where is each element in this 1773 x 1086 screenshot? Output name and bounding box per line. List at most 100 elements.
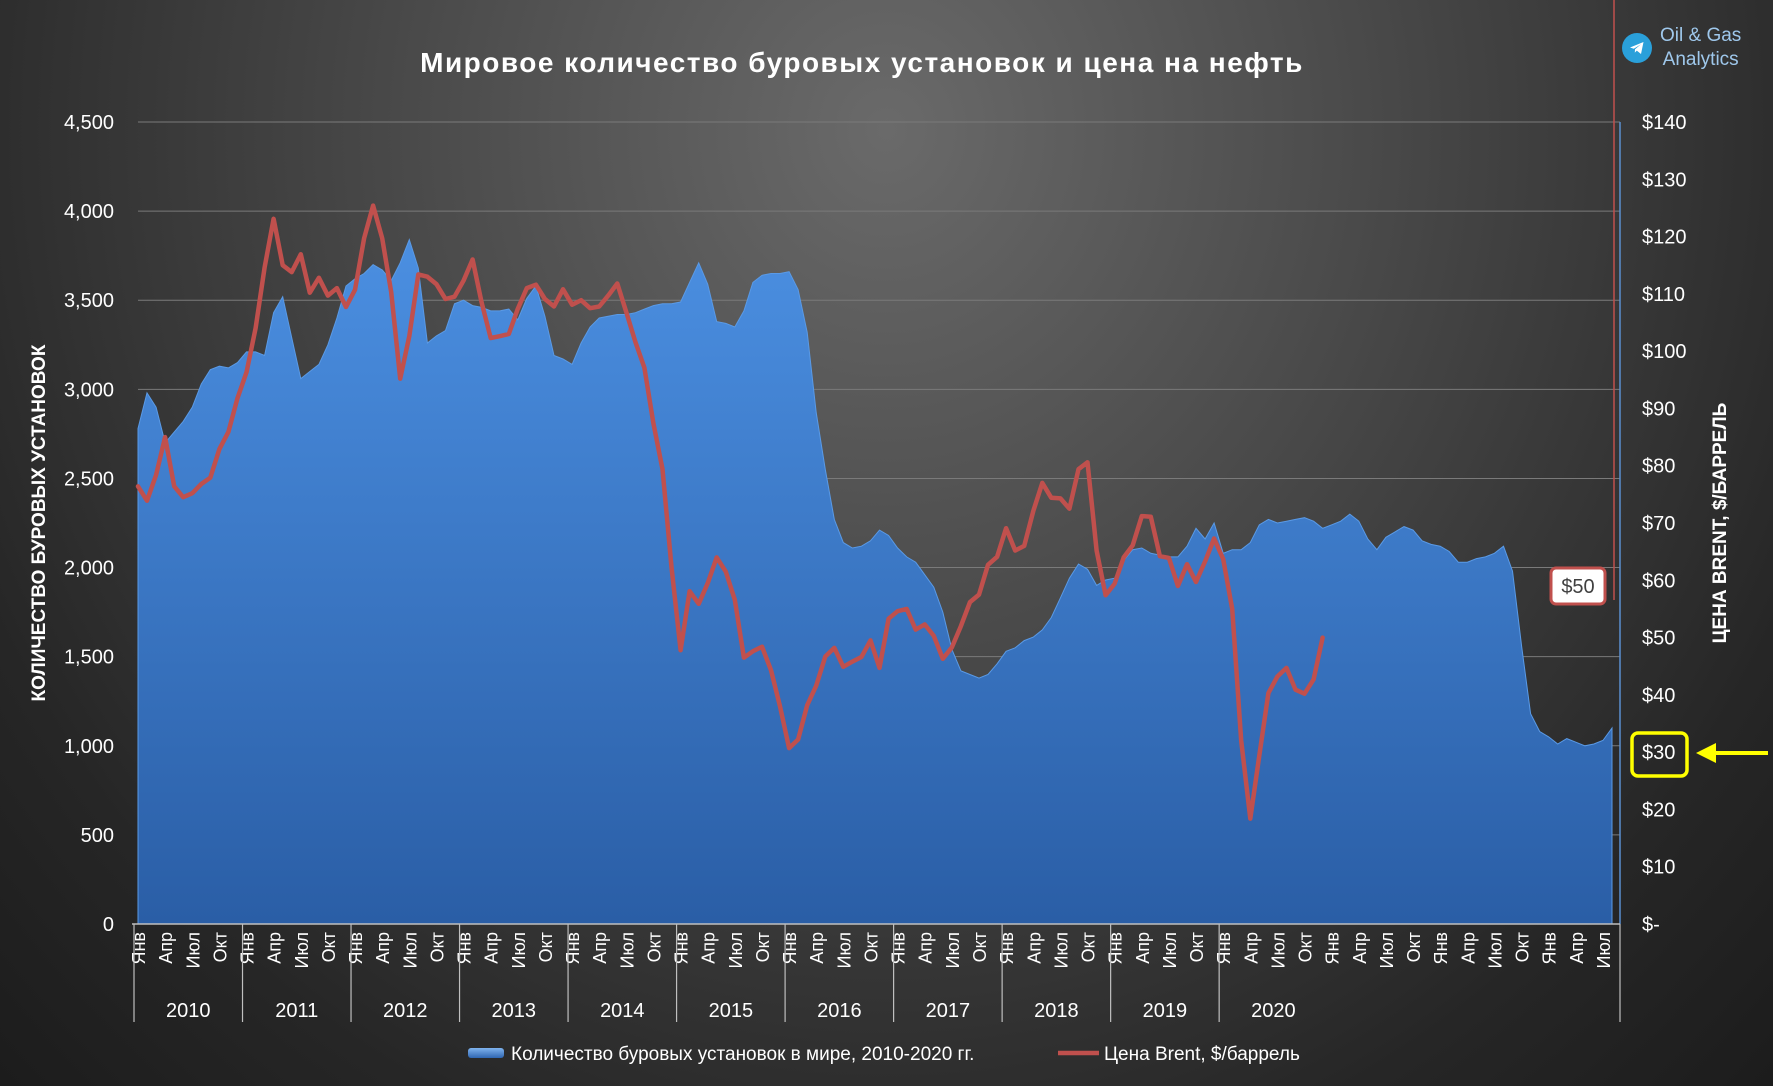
y-left-tick-label: 2,000 [64,558,114,580]
month-tick-label: Апр [156,932,176,964]
month-tick-label: Янв [780,932,800,965]
brand-name: Oil & Gas Analytics [1660,24,1741,72]
y-right-tick-label: $110 [1642,284,1685,306]
year-label: 2010 [166,1000,211,1022]
month-tick-label: Окт [536,932,556,962]
month-tick-label: Апр [1241,932,1261,964]
y-right-tick-label: $130 [1642,169,1687,191]
month-tick-label: Апр [590,932,610,964]
year-label: 2019 [1143,1000,1188,1022]
year-label: 2016 [817,1000,862,1022]
highlight-arrow-head [1696,743,1716,763]
year-label: 2011 [275,1000,318,1022]
y-left-axis-title: КОЛИЧЕСТВО БУРОВЫХ УСТАНОВОК [29,344,50,701]
month-tick-label: Апр [1133,932,1153,964]
month-tick-label: Окт [753,932,773,962]
month-tick-label: Окт [319,932,339,962]
month-tick-label: Июл [1377,932,1397,969]
month-tick-label: Июл [1051,932,1071,969]
month-tick-label: Июл [726,932,746,969]
month-tick-label: Янв [238,932,258,965]
month-tick-label: Апр [807,932,827,964]
month-tick-label: Апр [1567,932,1587,964]
y-right-tick-label: $120 [1642,227,1687,249]
month-tick-label: Янв [1431,932,1451,965]
year-label: 2020 [1251,1000,1296,1022]
month-tick-label: Янв [672,932,692,965]
month-tick-label: Окт [1513,932,1533,962]
y-right-tick-label: $50 [1642,628,1675,650]
y-right-tick-label: $140 [1642,112,1687,134]
month-tick-label: Июл [292,932,312,969]
month-tick-label: Янв [997,932,1017,965]
annotations: $50 [1549,0,1768,778]
month-tick-label: Апр [916,932,936,964]
year-label: 2015 [709,1000,754,1022]
month-tick-label: Окт [862,932,882,962]
month-tick-label: Янв [889,932,909,965]
month-tick-label: Окт [1404,932,1424,962]
month-tick-label: Июл [1160,932,1180,969]
telegram-icon [1622,33,1652,63]
legend-label-rigs: Количество буровых установок в мире, 201… [511,1044,974,1065]
month-tick-label: Окт [644,932,664,962]
callout-box [1549,566,1607,606]
month-tick-label: Янв [346,932,366,965]
month-tick-label: Апр [1458,932,1478,964]
brent-price-line [135,203,1325,821]
brand-line-2: Analytics [1662,49,1739,70]
y-left-tick-label: 0 [103,914,114,936]
month-tick-label: Янв [1540,932,1560,965]
highlight-box [1630,731,1689,778]
month-tick-label: Окт [427,932,447,962]
brand-line-1: Oil & Gas [1660,25,1742,46]
month-tick-label: Апр [1024,932,1044,964]
y-left-tick-label: 4,500 [64,112,114,134]
y-left-tick-label: 1,000 [64,736,114,758]
month-tick-label: Июл [834,932,854,969]
y-left-tick-label: 500 [81,825,114,847]
y-right-tick-label: $10 [1642,857,1675,879]
month-tick-label: Июл [943,932,963,969]
y-left-tick-label: 2,500 [64,468,114,490]
y-right-tick-label: $70 [1642,513,1675,535]
month-tick-label: Июл [1594,932,1614,969]
y-left-tick-label: 4,000 [64,201,114,223]
month-tick-label: Янв [129,932,149,965]
brand-logo[interactable]: Oil & Gas Analytics [1622,24,1741,72]
area-series [137,238,1613,925]
y-right-tick-label: $90 [1642,398,1675,420]
y-left-tick-label: 1,500 [64,647,114,669]
month-tick-label: Апр [1350,932,1370,964]
month-tick-label: Янв [1106,932,1126,965]
y-right-axis-title: ЦЕНА BRENT, $/БАРРЕЛЬ [1710,403,1731,644]
y-right-tick-label: $40 [1642,685,1675,707]
month-tick-label: Янв [1214,932,1234,965]
y-right-tick-label: $30 [1642,742,1675,764]
legend-label-brent: Цена Brent, $/баррель [1104,1044,1300,1065]
month-tick-label: Окт [210,932,230,962]
year-label: 2014 [600,1000,645,1022]
rig-count-area [137,238,1613,925]
month-tick-label: Окт [1296,932,1316,962]
year-label: 2018 [1034,1000,1079,1022]
month-tick-label: Янв [563,932,583,965]
month-tick-label: Июл [1485,932,1505,969]
callout-label: $50 [1561,576,1594,598]
month-tick-label: Янв [1323,932,1343,965]
y-right-tick-label: $80 [1642,456,1675,478]
year-label: 2017 [926,1000,971,1022]
axes: 0 500 1,000 1,500 2,000 2,500 3,000 3,500 4,000 4… [29,112,1731,1022]
month-tick-label: Июл [400,932,420,969]
month-tick-label: Янв [455,932,475,965]
y-right-tick-label: $60 [1642,570,1675,592]
legend: Количество буровых установок в мире, 201… [468,1044,1300,1065]
month-tick-label: Апр [699,932,719,964]
y-left-tick-label: 3,500 [64,290,114,312]
legend-area-swatch [468,1048,504,1058]
month-tick-label: Апр [265,932,285,964]
month-tick-label: Июл [1268,932,1288,969]
y-right-tick-label: $100 [1642,341,1687,363]
month-tick-label: Окт [1187,932,1207,962]
